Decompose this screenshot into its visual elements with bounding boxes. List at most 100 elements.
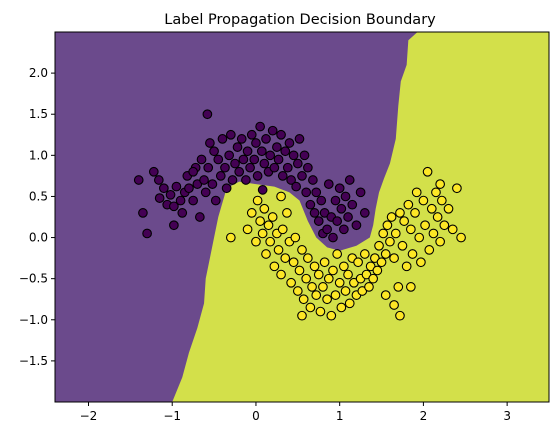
class-0-point bbox=[207, 179, 218, 189]
class-0-point bbox=[340, 191, 351, 202]
class-0-point bbox=[234, 166, 245, 177]
class-1-point bbox=[386, 212, 397, 222]
class-0-point bbox=[301, 187, 312, 198]
class-0-point bbox=[133, 175, 144, 185]
class-0-point bbox=[303, 162, 313, 173]
class-1-point bbox=[242, 224, 253, 235]
class-0-point bbox=[169, 220, 179, 231]
class-1-point bbox=[390, 228, 401, 239]
y-tick-label: 0.0 bbox=[29, 231, 48, 245]
class-0-point bbox=[215, 171, 226, 181]
x-tick-label: −2 bbox=[80, 409, 98, 423]
class-1-point bbox=[359, 249, 370, 259]
class-1-point bbox=[257, 228, 268, 239]
class-0-point bbox=[217, 134, 228, 144]
class-1-point bbox=[376, 257, 387, 268]
class-1-point bbox=[282, 208, 292, 218]
y-tick-label: −1.5 bbox=[19, 354, 48, 368]
x-tick-label: 3 bbox=[503, 409, 511, 423]
class-0-point bbox=[249, 154, 260, 165]
class-1-point bbox=[269, 261, 280, 272]
class-0-point bbox=[311, 187, 322, 198]
class-0-point bbox=[344, 175, 355, 185]
class-1-point bbox=[443, 203, 454, 214]
class-1-point bbox=[432, 212, 443, 222]
class-1-point bbox=[292, 286, 303, 296]
class-1-point bbox=[273, 245, 284, 255]
class-0-point bbox=[265, 150, 276, 161]
class-1-point bbox=[328, 265, 338, 276]
class-1-point bbox=[334, 277, 345, 288]
class-0-point bbox=[224, 150, 235, 161]
class-1-point bbox=[339, 261, 349, 272]
class-1-point bbox=[251, 236, 261, 247]
class-0-point bbox=[246, 129, 257, 140]
class-1-point bbox=[294, 265, 305, 276]
class-1-point bbox=[420, 220, 430, 231]
class-1-point bbox=[252, 195, 263, 206]
class-1-point bbox=[410, 208, 420, 218]
class-1-point bbox=[436, 195, 447, 206]
class-1-point bbox=[318, 282, 328, 292]
class-1-point bbox=[426, 203, 437, 214]
class-0-point bbox=[257, 185, 268, 195]
class-1-point bbox=[435, 179, 446, 189]
class-1-point bbox=[246, 208, 257, 218]
class-0-point bbox=[328, 232, 338, 243]
class-1-point bbox=[424, 245, 435, 255]
class-1-point bbox=[397, 240, 408, 251]
class-0-point bbox=[269, 162, 280, 173]
y-tick-label: −0.5 bbox=[19, 272, 48, 286]
class-1-point bbox=[261, 249, 271, 259]
class-1-point bbox=[378, 228, 389, 239]
class-1-point bbox=[309, 261, 320, 272]
class-0-point bbox=[299, 150, 310, 161]
plot-area bbox=[54, 31, 550, 403]
y-tick-label: −1.0 bbox=[19, 313, 48, 327]
class-1-point bbox=[456, 232, 466, 243]
class-0-point bbox=[154, 193, 165, 203]
class-1-point bbox=[277, 224, 288, 235]
class-1-point bbox=[301, 273, 312, 284]
class-0-point bbox=[138, 208, 148, 218]
class-1-point bbox=[276, 269, 286, 280]
class-1-point bbox=[313, 269, 324, 280]
class-1-point bbox=[406, 282, 416, 292]
y-tick-label: 1.5 bbox=[29, 107, 48, 121]
class-0-point bbox=[209, 146, 219, 157]
class-1-point bbox=[380, 249, 391, 259]
class-0-point bbox=[323, 179, 334, 189]
class-1-point bbox=[315, 306, 326, 317]
class-1-point bbox=[297, 310, 307, 321]
chart-title: Label Propagation Decision Boundary bbox=[164, 12, 436, 28]
class-0-point bbox=[171, 181, 182, 192]
class-0-point bbox=[273, 154, 284, 165]
class-1-point bbox=[286, 277, 296, 288]
class-0-point bbox=[242, 146, 253, 157]
class-1-point bbox=[395, 310, 405, 321]
class-1-point bbox=[385, 236, 395, 247]
class-0-point bbox=[272, 142, 282, 152]
class-1-point bbox=[326, 310, 337, 321]
class-1-point bbox=[364, 282, 374, 292]
class-1-point bbox=[389, 300, 399, 310]
class-0-point bbox=[316, 195, 327, 206]
class-1-point bbox=[416, 257, 426, 268]
class-0-point bbox=[165, 189, 176, 200]
class-0-point bbox=[169, 201, 179, 212]
class-1-point bbox=[406, 224, 416, 235]
class-1-point bbox=[330, 290, 341, 300]
class-1-point bbox=[255, 216, 265, 226]
class-0-point bbox=[305, 199, 316, 210]
class-1-point bbox=[382, 220, 393, 231]
class-0-point bbox=[241, 175, 251, 185]
class-1-point bbox=[418, 195, 429, 206]
class-0-point bbox=[188, 195, 198, 206]
class-0-point bbox=[175, 195, 186, 206]
x-tick-label: 1 bbox=[336, 409, 344, 423]
class-0-point bbox=[284, 138, 295, 148]
scatter-points bbox=[133, 109, 466, 321]
class-0-point bbox=[251, 138, 261, 148]
class-1-point bbox=[265, 236, 276, 247]
class-0-point bbox=[200, 187, 211, 198]
